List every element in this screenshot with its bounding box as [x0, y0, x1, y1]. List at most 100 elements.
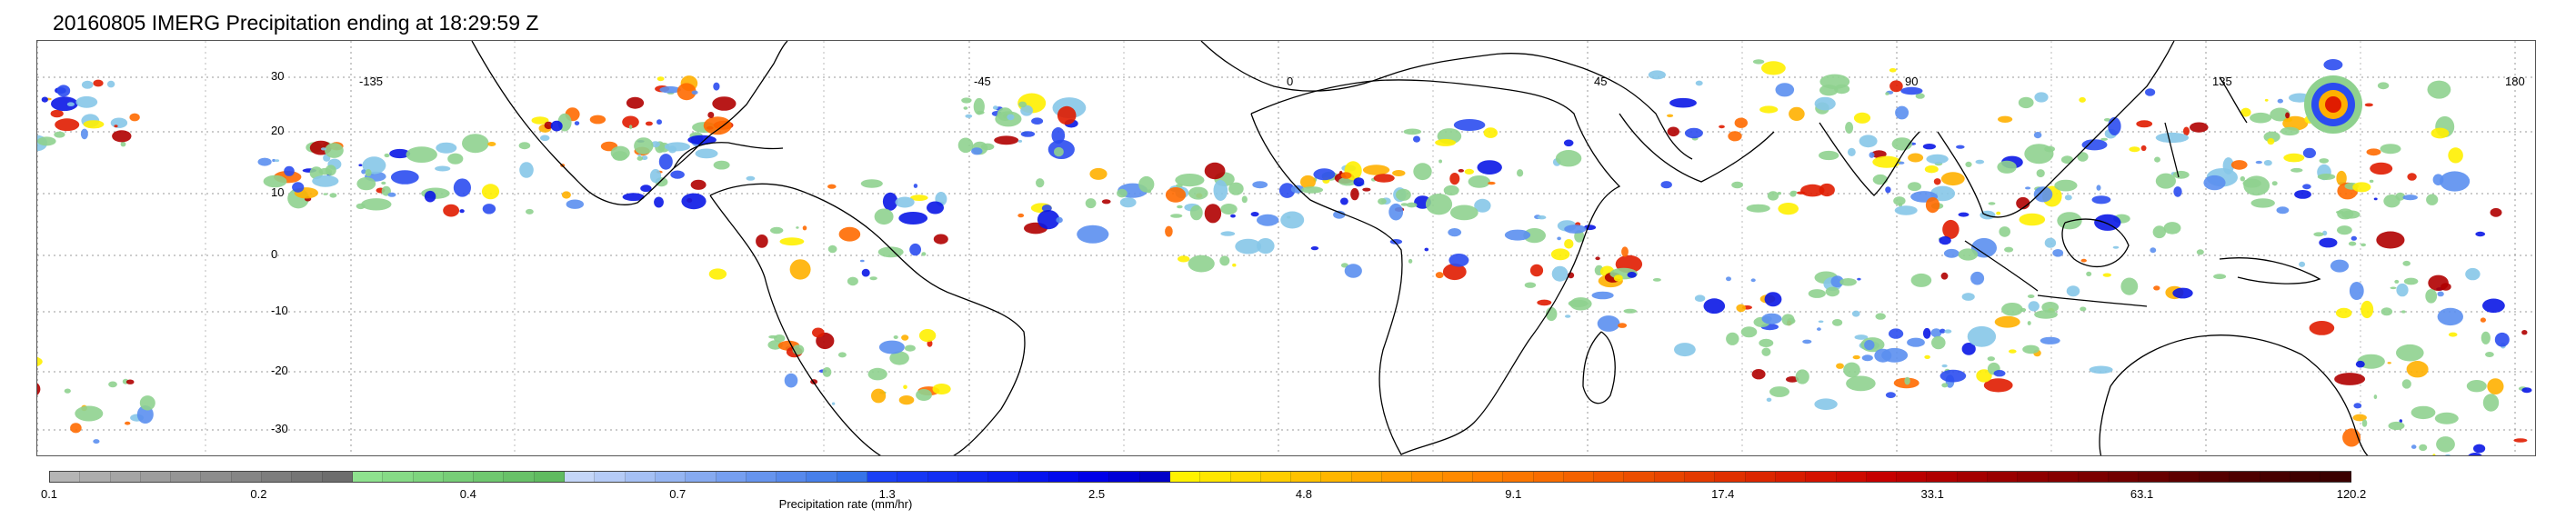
longitude-label: 90 [1905, 75, 1919, 88]
colorbar-segment [1866, 472, 1898, 482]
colorbar-segment [292, 472, 323, 482]
coastline-borneo [2061, 218, 2130, 268]
colorbar-segment [2200, 472, 2230, 482]
latitude-label: -10 [271, 304, 288, 317]
colorbar-segment [171, 472, 202, 482]
latitude-label: 10 [271, 185, 285, 199]
colorbar-segment [625, 472, 656, 482]
coastline-sumatra [1964, 240, 2039, 292]
coastline-new-guinea [2219, 257, 2321, 284]
colorbar-segment [1139, 472, 1170, 482]
colorbar-segment [2139, 472, 2170, 482]
longitude-label: 0 [1287, 75, 1294, 88]
colorbar-segment [1927, 472, 1958, 482]
colorbar-segment [534, 472, 566, 482]
colorbar-segment [1169, 472, 1201, 482]
colorbar-segment [474, 472, 505, 482]
longitude-label: 45 [1594, 75, 1608, 88]
colorbar-segment [443, 472, 475, 482]
map-canvas [37, 41, 2535, 455]
colorbar-segment [80, 472, 111, 482]
colorbar-segment [957, 472, 989, 482]
colorbar-segment [1442, 472, 1473, 482]
colorbar-segment [1533, 472, 1564, 482]
coastline-africa [1250, 79, 1621, 455]
longitude-label: 180 [2505, 75, 2525, 88]
coastline-philippines [2164, 122, 2180, 178]
colorbar-segment [2290, 472, 2321, 482]
coastline-southeast-asia [1937, 41, 2175, 218]
colorbar-segment [352, 472, 384, 482]
coastline-australia [2099, 334, 2369, 455]
colorbar-segment [837, 472, 868, 482]
colorbar-segment [2230, 472, 2260, 482]
colorbar-segment [1806, 472, 1837, 482]
coastline-arabia [1619, 113, 1775, 183]
colorbar-segment [2260, 472, 2290, 482]
colorbar-segment [231, 472, 263, 482]
coastline-gulf [673, 142, 784, 169]
latitude-label: -30 [271, 422, 288, 435]
coastline-north-america [471, 41, 788, 205]
colorbar-segment [988, 472, 1019, 482]
colorbar-segment [1685, 472, 1716, 482]
precipitation-map [36, 40, 2536, 456]
colorbar-segment [1836, 472, 1867, 482]
colorbar-segment [2078, 472, 2110, 482]
colorbar-tick-label: 33.1 [1920, 487, 1944, 501]
colorbar-tick-label: 2.5 [1088, 487, 1106, 501]
coastlines [471, 41, 2369, 455]
coastline-madagascar [1582, 331, 1616, 404]
colorbar-segment [1109, 472, 1140, 482]
colorbar-segment [1230, 472, 1261, 482]
colorbar-segment [1291, 472, 1322, 482]
colorbar-segment [897, 472, 928, 482]
colorbar-segment [322, 472, 353, 482]
longitude-label: -45 [974, 75, 991, 88]
colorbar-segment [2109, 472, 2140, 482]
colorbar-segment [1775, 472, 1807, 482]
colorbar-tick-label: 0.2 [250, 487, 267, 501]
colorbar-tick-label: 0.1 [40, 487, 58, 501]
colorbar [49, 471, 2351, 483]
colorbar-tick-label: 0.4 [459, 487, 476, 501]
colorbar-segment [262, 472, 293, 482]
colorbar-segment [716, 472, 747, 482]
colorbar-segment [777, 472, 807, 482]
colorbar-segment [1957, 472, 1988, 482]
colorbar-segment [2320, 472, 2351, 482]
colorbar-segment [1745, 472, 1776, 482]
colorbar-segment [1594, 472, 1625, 482]
colorbar-segment [1200, 472, 1231, 482]
colorbar-segment [1897, 472, 1928, 482]
colorbar-tick-label: 63.1 [2130, 487, 2154, 501]
colorbar-segment [686, 472, 717, 482]
colorbar-segment [50, 472, 81, 482]
coastline-india [1819, 122, 1920, 196]
colorbar-tick-label: 120.2 [2336, 487, 2367, 501]
colorbar-tick-label: 0.7 [669, 487, 687, 501]
colorbar-segment [110, 472, 141, 482]
colorbar-segment [746, 472, 777, 482]
colorbar-segment [383, 472, 414, 482]
colorbar-segment [201, 472, 232, 482]
colorbar-segment [504, 472, 535, 482]
colorbar-segment [1351, 472, 1383, 482]
colorbar-segment [807, 472, 837, 482]
coastline-japan [2219, 76, 2248, 124]
colorbar-segment [1715, 472, 1746, 482]
colorbar-segment [1472, 472, 1504, 482]
longitude-label: 135 [2212, 75, 2232, 88]
colorbar-tick-label: 4.8 [1295, 487, 1312, 501]
colorbar-segment [413, 472, 444, 482]
page-title: 20160805 IMERG Precipitation ending at 1… [53, 11, 539, 35]
colorbar-segment [1503, 472, 1534, 482]
colorbar-segment [2169, 472, 2200, 482]
coastline-europe [1200, 41, 1693, 160]
graticule [37, 41, 2535, 455]
colorbar-segment [1321, 472, 1352, 482]
coastline-java [2037, 294, 2148, 307]
colorbar-tick-label: 9.1 [1505, 487, 1522, 501]
colorbar-segment [655, 472, 687, 482]
colorbar-segment [1079, 472, 1110, 482]
